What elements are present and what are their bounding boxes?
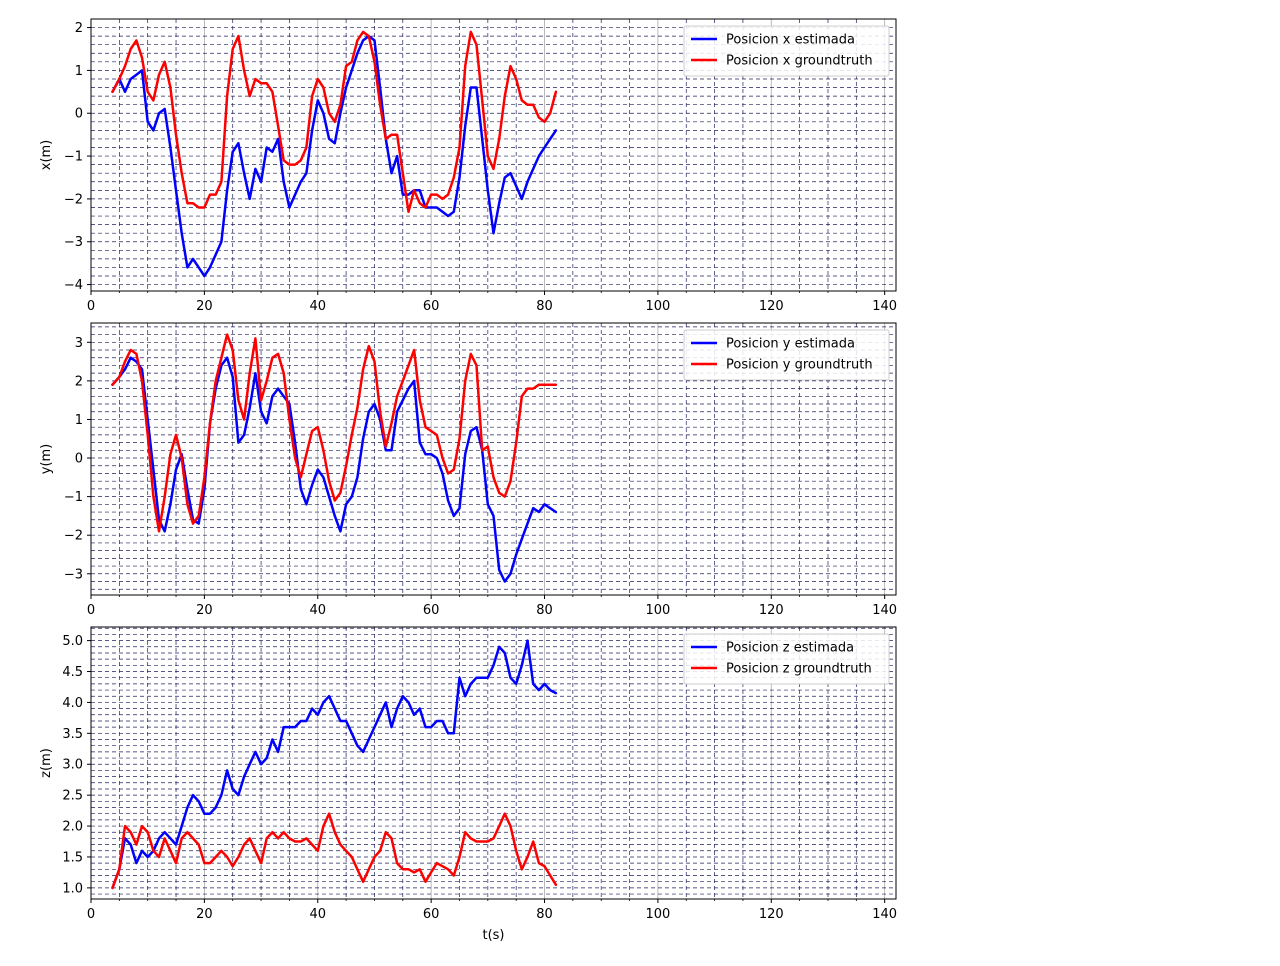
y-tick-label: 1 [75, 64, 83, 79]
series-lines [111, 30, 558, 278]
x-tick-label: 140 [872, 603, 897, 618]
y-tick-label: 5.0 [62, 634, 83, 649]
y-tick-label: −1 [64, 150, 83, 165]
y-tick-label: 0 [75, 107, 83, 122]
x-tick-label: 0 [87, 299, 95, 314]
x-tick-label: 100 [645, 603, 670, 618]
legend-label: Posicion z estimada [726, 641, 854, 656]
subplot-2: 0 20 40 60 80 100 120 140 −3 −2 −1 0 1 2 3 y(m) Posicion… [39, 322, 897, 618]
series-line-estimated [111, 34, 558, 278]
x-tick-label: 140 [872, 299, 897, 314]
x-tick-label: 20 [196, 299, 213, 314]
series-lines [111, 639, 558, 890]
series-lines [111, 333, 558, 583]
x-tick-label: 80 [536, 907, 553, 922]
y-tick-label: 0 [75, 452, 83, 467]
series-line-estimated [111, 639, 558, 890]
y-tick-label: 1.0 [62, 881, 83, 896]
x-tick-label: 80 [536, 603, 553, 618]
y-tick-label: 3.5 [62, 727, 83, 742]
x-tick-label: 80 [536, 299, 553, 314]
y-tick-label: 1.5 [62, 850, 83, 865]
y-axis-label: y(m) [39, 444, 54, 475]
legend-label: Posicion z groundtruth [726, 662, 872, 677]
legend-box [683, 25, 890, 77]
x-tick-label: 60 [423, 603, 440, 618]
y-tick-label: 2.5 [62, 789, 83, 804]
y-axis-label: x(m) [39, 140, 54, 171]
x-tick-label: 60 [423, 299, 440, 314]
x-tick-label: 120 [759, 299, 784, 314]
legend-label: Posicion y estimada [726, 337, 855, 352]
y-tick-label: −1 [64, 490, 83, 505]
axes-frame [90, 322, 897, 596]
x-tick-label: 40 [309, 603, 326, 618]
legend: Posicion x estimada Posicion x groundtrut… [683, 25, 890, 77]
y-tick-label: 3 [75, 336, 83, 351]
series-line-groundtruth [111, 812, 558, 890]
series-line-estimated [111, 356, 558, 583]
subplot-3: 0 20 40 60 80 100 120 140 1.0 1.5 2.0 2.5 3.0 3.5 4.0 4… [39, 626, 897, 943]
x-tick-label: 20 [196, 907, 213, 922]
x-tick-label: 120 [759, 907, 784, 922]
x-tick-label: 40 [309, 299, 326, 314]
legend-label: Posicion x groundtruth [726, 54, 873, 69]
y-tick-label: −2 [64, 192, 83, 207]
y-axis-label: z(m) [39, 748, 54, 778]
x-tick-label: 20 [196, 603, 213, 618]
y-tick-label: −2 [64, 529, 83, 544]
x-axis-label: t(s) [482, 928, 504, 943]
x-tick-label: 140 [872, 907, 897, 922]
y-tick-label: 4.0 [62, 696, 83, 711]
y-tick-label: 3.0 [62, 758, 83, 773]
y-tick-label: 1 [75, 413, 83, 428]
axes-frame [90, 626, 897, 900]
subplot-1: 0 20 40 60 80 100 120 140 −4 −3 −2 −1 0 1 2 x(m) Posicio… [39, 18, 897, 314]
y-tick-label: 2.0 [62, 820, 83, 835]
series-line-groundtruth [111, 333, 558, 533]
y-tick-label: 2 [75, 374, 83, 389]
legend-label: Posicion x estimada [726, 33, 855, 48]
x-tick-label: 60 [423, 907, 440, 922]
legend-box [683, 633, 890, 685]
legend-box [683, 329, 890, 381]
legend: Posicion y estimada Posicion y groundtrut… [683, 329, 890, 381]
y-tick-label: 4.5 [62, 665, 83, 680]
y-tick-label: −3 [64, 567, 83, 582]
legend-label: Posicion y groundtruth [726, 358, 873, 373]
y-tick-label: −3 [64, 235, 83, 250]
axes-frame [90, 18, 897, 292]
x-tick-label: 100 [645, 907, 670, 922]
x-tick-label: 0 [87, 603, 95, 618]
x-tick-label: 40 [309, 907, 326, 922]
legend: Posicion z estimada Posicion z groundtrut… [683, 633, 890, 685]
x-tick-label: 0 [87, 907, 95, 922]
x-tick-label: 100 [645, 299, 670, 314]
y-tick-label: −4 [64, 278, 83, 293]
series-line-groundtruth [111, 30, 558, 214]
x-tick-label: 120 [759, 603, 784, 618]
y-tick-label: 2 [75, 21, 83, 36]
